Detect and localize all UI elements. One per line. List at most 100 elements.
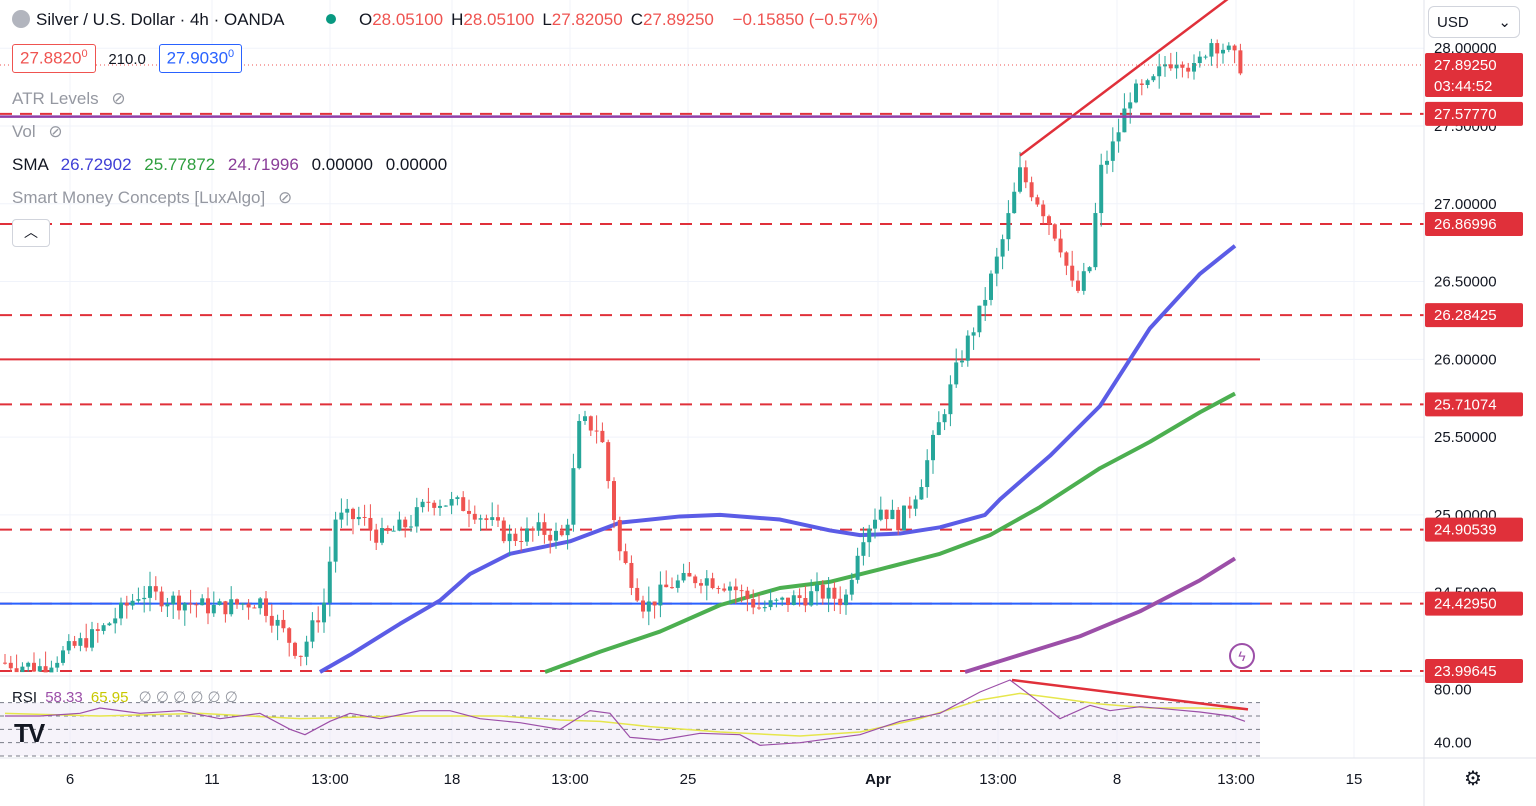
candle-body [293, 642, 297, 656]
settings-icon[interactable]: ⚙ [1464, 768, 1482, 790]
candle-body [559, 530, 564, 536]
candle-body [588, 416, 593, 431]
candle-body [478, 518, 483, 520]
candle-body [739, 590, 744, 592]
candle-body [211, 604, 216, 614]
candle-body [362, 516, 367, 518]
tradingview-logo: TV [14, 718, 45, 748]
candle-body [397, 519, 402, 531]
candle-body [8, 662, 13, 669]
rsi-legend[interactable]: RSI 58.33 65.95 ∅ ∅ ∅ ∅ ∅ ∅ [12, 688, 238, 706]
sma-line [964, 556, 1237, 674]
ohlc-key: H [451, 10, 464, 29]
candle-body [1145, 80, 1150, 85]
candle-body [37, 666, 42, 672]
candle-body [385, 528, 390, 531]
candle-body [153, 586, 158, 592]
candle-body [316, 620, 321, 623]
currency-select[interactable]: USD ⌄ [1428, 6, 1520, 38]
candle-body [188, 603, 193, 605]
candle-body [107, 623, 112, 626]
candle-body [501, 520, 506, 542]
candle-body [61, 650, 65, 663]
eye-off-icon[interactable]: ⊘ [277, 188, 293, 207]
candle-body [1151, 76, 1156, 81]
price-label-box [1425, 212, 1523, 237]
candle-body [171, 595, 176, 605]
candle-body [281, 619, 286, 629]
candle-body [1093, 213, 1098, 268]
sma-row[interactable]: SMA 26.72902 25.77872 24.71996 0.00000 0… [12, 155, 447, 175]
candle-body [467, 510, 471, 514]
candle-body [710, 578, 715, 589]
candle-body [235, 599, 239, 605]
candle-body [1023, 167, 1028, 183]
candle-body [229, 599, 234, 615]
candle-body [716, 588, 721, 590]
candle-body [687, 572, 692, 577]
candle-body [1122, 108, 1127, 133]
horizontal-levels [0, 112, 1424, 672]
candle-body [786, 597, 790, 605]
sma-value: 0.00000 [311, 155, 374, 174]
candle-body [1139, 83, 1144, 85]
candle-body [194, 604, 199, 606]
candle-body [878, 509, 883, 520]
candle-body [409, 526, 413, 528]
candle-body [345, 508, 350, 513]
candle-body [1070, 265, 1075, 281]
candle-body [722, 588, 727, 591]
candle-body [652, 601, 657, 606]
candle-body [14, 668, 19, 673]
y-tick-label: 25.50000 [1434, 429, 1497, 446]
candle-body [989, 273, 993, 300]
candle-body [246, 603, 251, 608]
ohlc-value: 27.82050 [551, 10, 623, 29]
rsi-tick-label: 80.00 [1434, 681, 1472, 698]
candle-body [55, 662, 60, 668]
eye-off-icon[interactable]: ⊘ [111, 89, 126, 108]
candle-body [913, 499, 918, 509]
candle-body [1000, 239, 1005, 257]
candle-body [1081, 271, 1086, 291]
x-tick-label: Apr [865, 771, 891, 788]
atr-label: ATR Levels [12, 89, 99, 108]
sma-value: 26.72902 [60, 155, 132, 174]
buy-button[interactable]: 27.90300 [158, 44, 243, 73]
candle-body [322, 602, 326, 623]
lightning-icon[interactable]: ϟ [1229, 643, 1255, 669]
x-tick-label: 15 [1346, 771, 1363, 788]
rsi-hidden-values: ∅ ∅ ∅ ∅ ∅ ∅ [138, 689, 238, 706]
candle-body [240, 603, 245, 605]
candle-body [936, 422, 941, 435]
x-tick-label: 11 [204, 771, 220, 788]
collapse-legend-button[interactable]: ︿ [12, 219, 50, 247]
sma-label: SMA [12, 155, 48, 174]
candle-body [594, 430, 599, 432]
candle-body [971, 332, 976, 336]
price-label: 25.71074 [1434, 396, 1497, 413]
candle-body [623, 551, 628, 563]
spread-value: 210.0 [108, 50, 146, 68]
sell-button[interactable]: 27.88200 [12, 44, 96, 73]
price-label: 26.28425 [1434, 307, 1497, 324]
atr-row[interactable]: ATR Levels ⊘ [12, 89, 126, 109]
candle-body [455, 497, 460, 500]
candle-body [832, 587, 837, 599]
candle-body [182, 603, 187, 611]
vol-row[interactable]: Vol ⊘ [12, 122, 63, 142]
ohlc-values: O28.05100 H28.05100 L27.82050 C27.89250 [359, 10, 722, 29]
smc-row[interactable]: Smart Money Concepts [LuxAlgo] ⊘ [12, 188, 292, 208]
candle-body [954, 362, 959, 385]
candle-body [641, 600, 645, 612]
candle-body [339, 512, 344, 520]
eye-off-icon[interactable]: ⊘ [48, 122, 63, 141]
candle-body [1197, 56, 1202, 64]
candle-body [571, 468, 576, 525]
candle-body [1052, 224, 1057, 239]
candle-body [658, 584, 663, 606]
candle-body [1232, 45, 1237, 51]
price-label-box [1425, 517, 1523, 542]
